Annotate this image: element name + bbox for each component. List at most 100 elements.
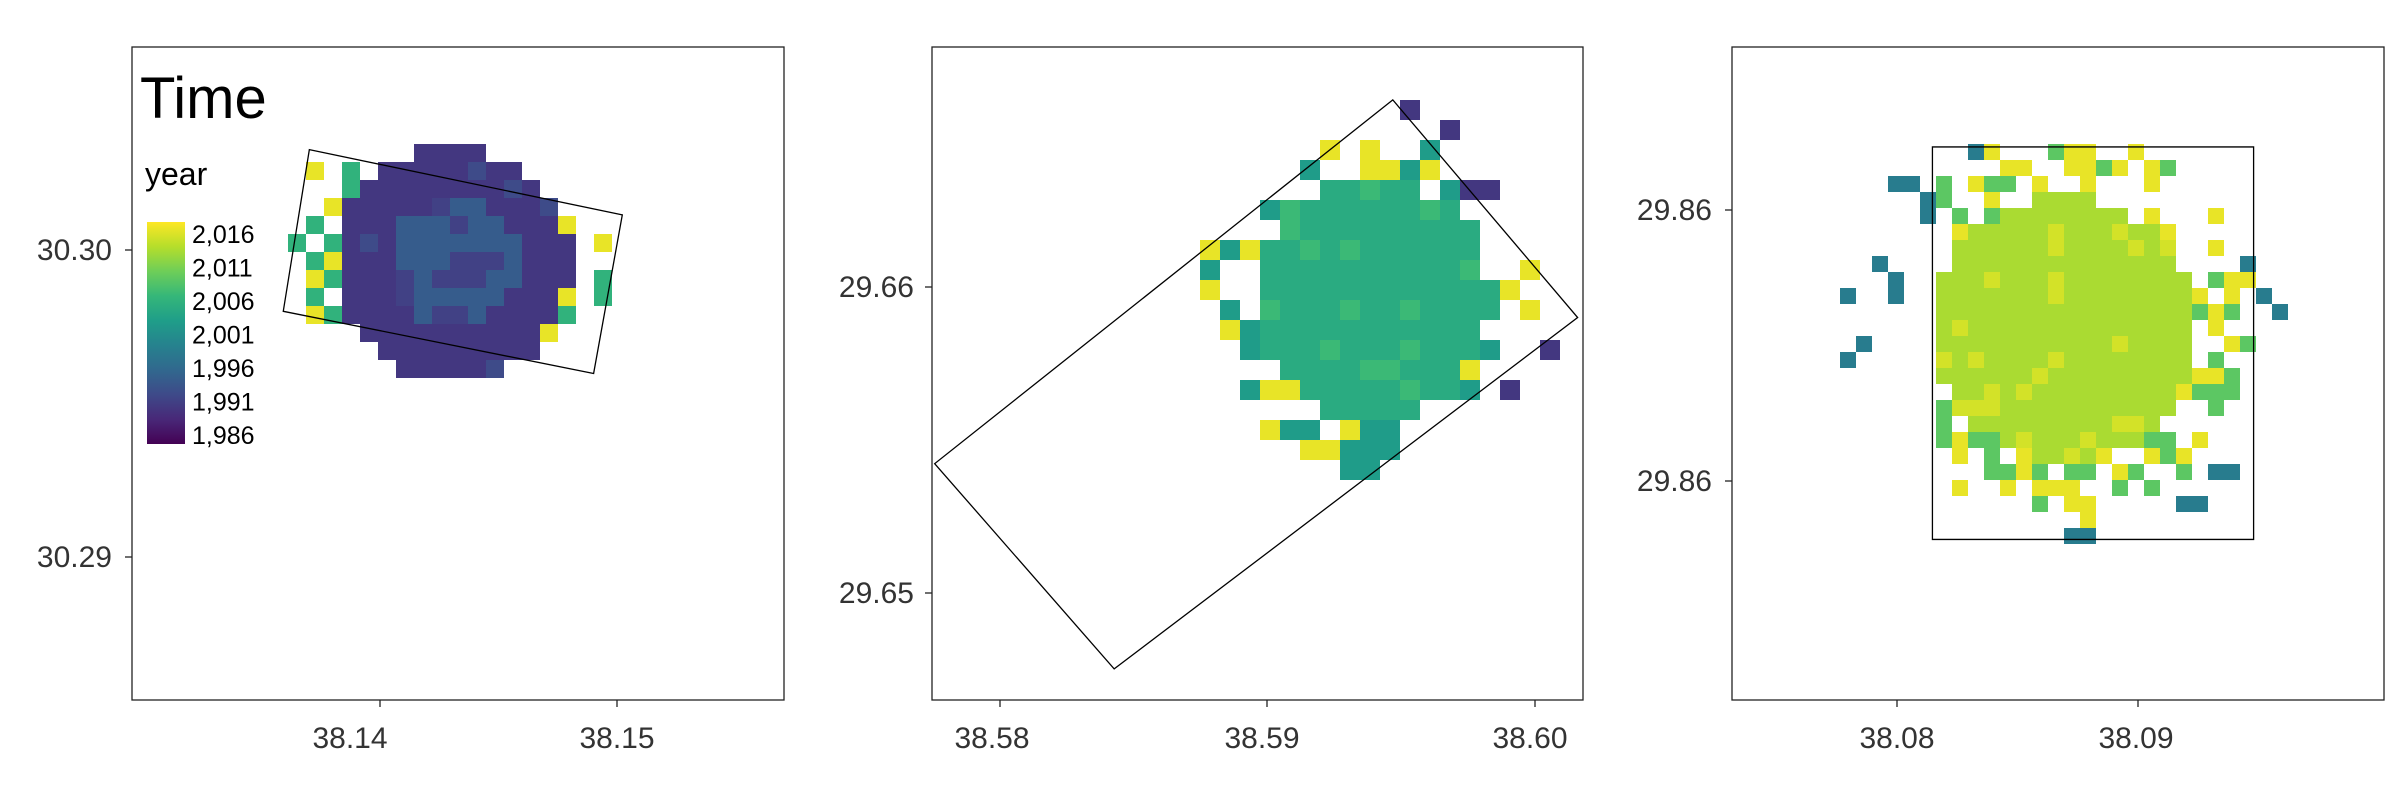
raster-cell — [2096, 160, 2112, 176]
raster-cell — [2016, 256, 2032, 272]
raster-cell — [1400, 300, 1420, 320]
raster-cell — [1300, 340, 1320, 360]
raster-cell — [396, 270, 414, 288]
raster-cell — [1984, 272, 2000, 288]
raster-cell — [414, 162, 432, 180]
raster-cell — [414, 216, 432, 234]
raster-cell — [1984, 304, 2000, 320]
raster-cell — [2048, 192, 2064, 208]
raster-cell — [2096, 272, 2112, 288]
raster-cell — [2000, 288, 2016, 304]
raster-cell — [342, 162, 360, 180]
raster-cell — [360, 234, 378, 252]
raster-cell — [2144, 432, 2160, 448]
raster-cell — [486, 360, 504, 378]
raster-cell — [2272, 304, 2288, 320]
raster-cell — [1260, 260, 1280, 280]
raster-cell — [450, 216, 468, 234]
raster-cell — [2144, 304, 2160, 320]
raster-cell — [2000, 160, 2016, 176]
raster-cell — [2160, 160, 2176, 176]
raster-cell — [2000, 304, 2016, 320]
raster-cell — [1260, 320, 1280, 340]
raster-cell — [2048, 208, 2064, 224]
raster-cell — [396, 162, 414, 180]
raster-cell — [2016, 224, 2032, 240]
raster-cell — [1460, 320, 1480, 340]
raster-cell — [288, 234, 306, 252]
raster-cell — [450, 288, 468, 306]
panel-2-y-tick-label-2: 29.65 — [839, 577, 914, 610]
raster-cell — [1380, 320, 1400, 340]
raster-cell — [2128, 288, 2144, 304]
raster-cell — [1200, 240, 1220, 260]
raster-cell — [2080, 160, 2096, 176]
raster-cell — [1420, 300, 1440, 320]
raster-cell — [414, 144, 432, 162]
panel-1-y-tick-label-1: 30.30 — [37, 234, 112, 267]
raster-cell — [1500, 280, 1520, 300]
raster-cell — [2064, 160, 2080, 176]
raster-cell — [360, 198, 378, 216]
raster-cell — [2080, 272, 2096, 288]
raster-cell — [468, 342, 486, 360]
raster-cell — [2000, 240, 2016, 256]
raster-cell — [1360, 360, 1380, 380]
raster-cell — [1460, 280, 1480, 300]
panel-3: 38.08 38.09 29.86 29.86 — [1637, 46, 2385, 755]
raster-cell — [1300, 440, 1320, 460]
raster-cell — [396, 360, 414, 378]
raster-cell — [486, 288, 504, 306]
raster-cell — [1280, 360, 1300, 380]
raster-cell — [1360, 460, 1380, 480]
raster-cell — [540, 306, 558, 324]
raster-cell — [360, 252, 378, 270]
raster-cell — [504, 198, 522, 216]
raster-cell — [2176, 304, 2192, 320]
raster-cell — [2144, 400, 2160, 416]
raster-cell — [2160, 320, 2176, 336]
raster-cell — [1220, 300, 1240, 320]
raster-cell — [1300, 260, 1320, 280]
raster-cell — [2240, 256, 2256, 272]
raster-cell — [1888, 176, 1904, 192]
raster-cell — [1380, 380, 1400, 400]
raster-cell — [450, 342, 468, 360]
raster-cell — [1200, 280, 1220, 300]
raster-cell — [2112, 336, 2128, 352]
raster-cell — [1300, 240, 1320, 260]
raster-cell — [396, 306, 414, 324]
raster-cell — [1280, 240, 1300, 260]
raster-cell — [2160, 256, 2176, 272]
raster-cell — [414, 252, 432, 270]
raster-cell — [2096, 304, 2112, 320]
raster-cell — [1280, 280, 1300, 300]
raster-cell — [2064, 336, 2080, 352]
raster-cell — [2080, 400, 2096, 416]
raster-cell — [468, 306, 486, 324]
raster-cell — [2144, 240, 2160, 256]
raster-cell — [1888, 272, 1904, 288]
raster-cell — [1280, 300, 1300, 320]
raster-cell — [1856, 336, 1872, 352]
raster-cell — [450, 162, 468, 180]
raster-cell — [414, 342, 432, 360]
raster-cell — [522, 306, 540, 324]
raster-cell — [1936, 320, 1952, 336]
raster-cell — [2064, 240, 2080, 256]
raster-cell — [2208, 272, 2224, 288]
raster-cell — [396, 216, 414, 234]
raster-cell — [2128, 384, 2144, 400]
raster-cell — [2096, 384, 2112, 400]
raster-cell — [1984, 400, 2000, 416]
raster-cell — [432, 360, 450, 378]
raster-cell — [2016, 208, 2032, 224]
raster-cell — [1984, 464, 2000, 480]
raster-cell — [1380, 400, 1400, 420]
raster-cell — [2224, 288, 2240, 304]
raster-cell — [2000, 480, 2016, 496]
legend-title: Time — [140, 66, 267, 131]
raster-cell — [1440, 300, 1460, 320]
raster-cell — [2016, 368, 2032, 384]
raster-cell — [2128, 304, 2144, 320]
